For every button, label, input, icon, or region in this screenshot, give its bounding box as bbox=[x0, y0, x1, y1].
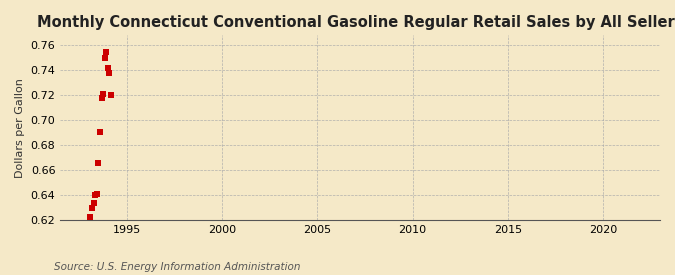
Point bbox=[99, 56, 110, 60]
Text: Source: U.S. Energy Information Administration: Source: U.S. Energy Information Administ… bbox=[54, 262, 300, 272]
Point bbox=[97, 96, 107, 100]
Point bbox=[88, 201, 99, 205]
Y-axis label: Dollars per Gallon: Dollars per Gallon bbox=[15, 78, 25, 178]
Point bbox=[86, 206, 97, 210]
Point bbox=[91, 192, 102, 196]
Title: Monthly Connecticut Conventional Gasoline Regular Retail Sales by All Sellers: Monthly Connecticut Conventional Gasolin… bbox=[37, 15, 675, 30]
Point bbox=[90, 193, 101, 197]
Point bbox=[98, 92, 109, 96]
Point bbox=[106, 93, 117, 98]
Point bbox=[103, 66, 113, 70]
Point bbox=[95, 130, 105, 134]
Point bbox=[93, 161, 104, 165]
Point bbox=[101, 50, 112, 54]
Point bbox=[104, 71, 115, 75]
Point bbox=[85, 214, 96, 219]
